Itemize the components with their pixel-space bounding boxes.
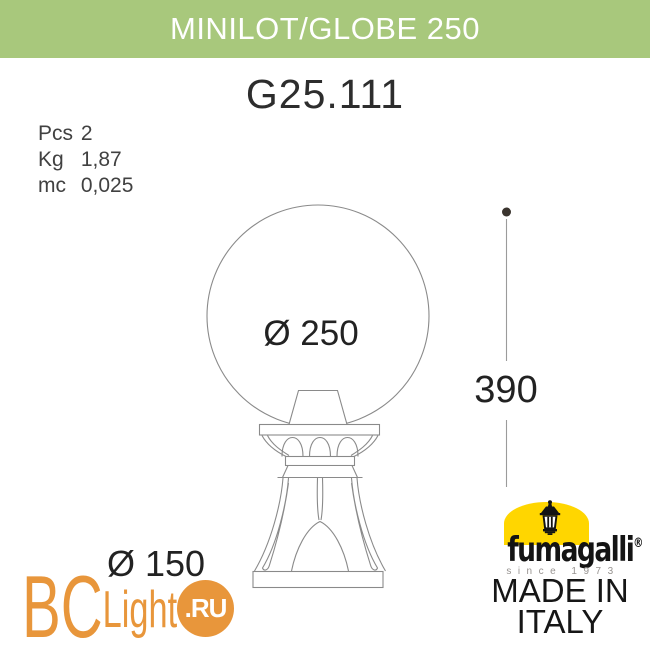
spec-value: 2 [80,122,93,145]
spec-value: 0,025 [80,174,134,197]
made-in-line2: ITALY [516,603,604,640]
height-label: 390 [474,369,538,411]
globe-diameter-label: Ø 250 [263,314,359,353]
fumagalli-logo: fumagalli® since 1973 MADE IN ITALY [488,498,644,644]
lantern-icon [539,500,561,535]
spec-row: Kg 1,87 [38,147,133,173]
column-right-edge [356,477,386,572]
registered-trademark: ® [633,536,644,551]
brand-name: fumagalli® [507,530,644,570]
bclight-watermark: BCLight .RU [20,556,245,650]
watermark-bc: BC [22,557,103,650]
column-left-edge [254,477,284,572]
watermark-ru-circle: .RU [177,580,234,637]
spec-value: 1,87 [80,148,122,171]
specs-block: Pcs 2 Kg 1,87 mc 0,025 [38,121,133,199]
watermark-ru: .RU [184,593,228,623]
model-code: G25.111 [245,71,405,117]
lamp-holder [288,389,348,426]
column-petal [290,520,350,572]
spec-label: Pcs [38,122,74,145]
base-diameter-label: Ø 150 [106,543,206,584]
watermark-light: Light [102,581,178,639]
made-in-line1: MADE IN [491,572,629,609]
pedestal-plate [258,423,381,436]
watermark-text: BCLight [22,563,177,650]
dimension-dot [502,207,511,217]
pedestal-base [252,570,384,589]
spec-row: mc 0,025 [38,173,133,199]
spec-label: Kg [38,148,64,171]
banner: MINILOT/GLOBE 250 [0,0,650,58]
pedestal-neck [281,464,359,479]
brand-tagline: since 1973 [506,566,620,577]
pedestal-ring [284,455,356,467]
spec-label: mc [38,174,66,197]
banner-title: MINILOT/GLOBE 250 [170,11,480,46]
spec-row: Pcs 2 [38,121,133,147]
